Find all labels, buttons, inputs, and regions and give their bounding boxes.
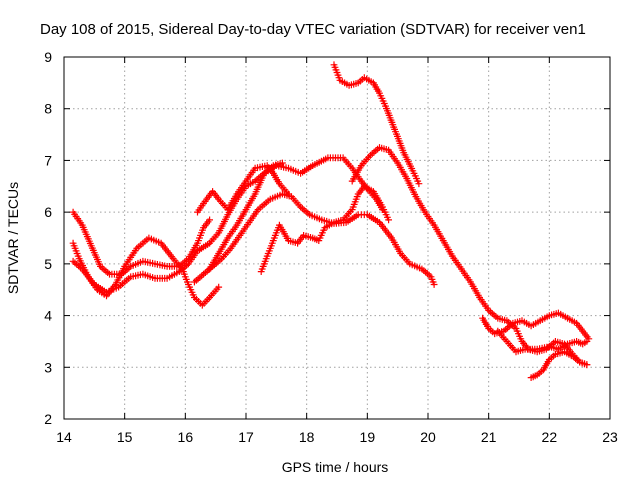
series-markers [348, 144, 591, 369]
y-tick-label: 4 [44, 308, 52, 324]
series-markers [494, 327, 591, 356]
y-tick-label: 5 [44, 256, 52, 272]
series-layer [69, 61, 593, 381]
series-markers [257, 182, 392, 275]
series-markers [330, 61, 423, 188]
series-satellite-track-11 [494, 327, 591, 356]
x-tick-label: 23 [602, 429, 618, 445]
x-tick-label: 16 [178, 429, 194, 445]
series-satellite-track-8 [330, 61, 423, 188]
y-tick-label: 9 [44, 49, 52, 65]
series-markers [527, 348, 591, 381]
y-tick-label: 2 [44, 411, 52, 427]
x-tick-label: 20 [420, 429, 436, 445]
y-tick-label: 6 [44, 204, 52, 220]
x-tick-label: 17 [238, 429, 254, 445]
x-tick-label: 18 [299, 429, 315, 445]
series-satellite-track-9 [348, 144, 591, 369]
x-tick-label: 19 [360, 429, 376, 445]
series-line [351, 146, 588, 366]
y-tick-label: 7 [44, 152, 52, 168]
series-satellite-track-4 [191, 190, 438, 288]
series-markers [191, 190, 438, 288]
series-satellite-track-12 [527, 348, 591, 381]
series-satellite-track-6 [206, 159, 286, 273]
x-tick-label: 15 [117, 429, 133, 445]
chart-title: Day 108 of 2015, Sidereal Day-to-day VTE… [40, 21, 586, 38]
series-satellite-track-7 [257, 182, 392, 275]
y-axis-label: SDTVAR / TECUs [5, 182, 21, 294]
x-tick-label: 14 [56, 429, 72, 445]
x-tick-label: 22 [542, 429, 558, 445]
plot-frame [63, 56, 611, 420]
series-markers [479, 309, 593, 343]
y-tick-label: 8 [44, 101, 52, 117]
y-tick-label: 3 [44, 359, 52, 375]
series-markers [206, 159, 286, 273]
x-axis-label: GPS time / hours [282, 459, 389, 475]
x-tick-label: 21 [481, 429, 497, 445]
